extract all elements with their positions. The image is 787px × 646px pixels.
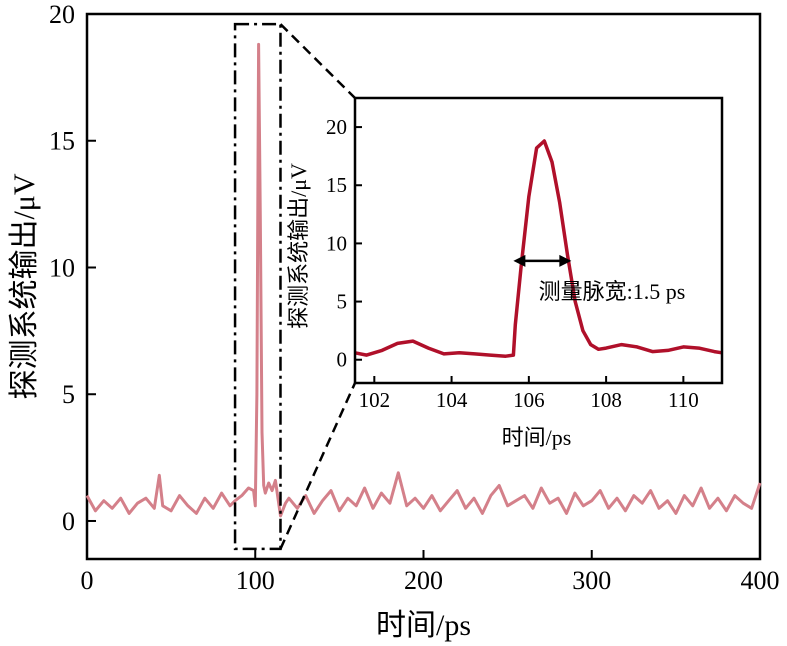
- inset-y-axis: 0 5 10 15 20: [326, 115, 362, 372]
- main-y-tick-label: 20: [49, 0, 75, 29]
- inset-x-tick-label: 104: [436, 388, 468, 412]
- main-y-tick-label: 0: [62, 507, 75, 536]
- inset-x-tick-label: 102: [359, 388, 391, 412]
- main-y-tick-label: 10: [49, 253, 75, 282]
- inset-y-tick-label: 15: [326, 173, 347, 197]
- inset-y-axis-label: 探测系统输出/μV: [286, 163, 311, 329]
- main-y-tick-label: 15: [49, 127, 75, 156]
- zoom-connector-top: [279, 23, 356, 99]
- inset-y-tick-label: 20: [326, 115, 347, 139]
- main-y-tick-label: 5: [62, 380, 75, 409]
- pulse-width-label: 测量脉宽:1.5 ps: [539, 279, 686, 304]
- main-x-tick-label: 200: [404, 566, 443, 595]
- main-x-axis: 0 100 200 300 400: [81, 550, 780, 595]
- inset-series-line: [354, 139, 723, 358]
- inset-plot-frame: [353, 96, 724, 385]
- inset-y-tick-label: 10: [326, 231, 347, 255]
- main-x-axis-label: 时间/ps: [376, 609, 471, 642]
- main-y-axis: 0 5 10 15 20: [49, 0, 96, 536]
- pulse-width-arrow: [513, 254, 572, 267]
- inset-y-tick-label: 5: [337, 290, 348, 314]
- zoom-connector-bottom: [279, 382, 357, 550]
- main-y-axis-label: 探测系统输出/μV: [8, 173, 41, 399]
- inset-x-axis: 102 104 106 108 110: [359, 376, 699, 412]
- inset-x-tick-label: 110: [668, 388, 699, 412]
- inset-x-tick-label: 106: [513, 388, 545, 412]
- pulse-arrow-head-left: [513, 254, 526, 267]
- inset-plot: 102 104 106 108 110 0 5 10 15 20 测量脉宽:1.5 ps 时间/…: [286, 96, 724, 450]
- main-x-tick-label: 300: [572, 566, 611, 595]
- main-x-tick-label: 400: [741, 566, 780, 595]
- inset-x-axis-label: 时间/ps: [502, 425, 572, 450]
- main-series-line: [85, 42, 762, 518]
- pulse-arrow-head-right: [559, 254, 572, 267]
- main-x-tick-label: 0: [81, 566, 94, 595]
- zoom-region: [233, 22, 357, 551]
- inset-x-tick-label: 108: [590, 388, 622, 412]
- main-x-tick-label: 100: [236, 566, 275, 595]
- inset-y-tick-label: 0: [337, 348, 348, 372]
- zoom-region-box: [233, 22, 282, 551]
